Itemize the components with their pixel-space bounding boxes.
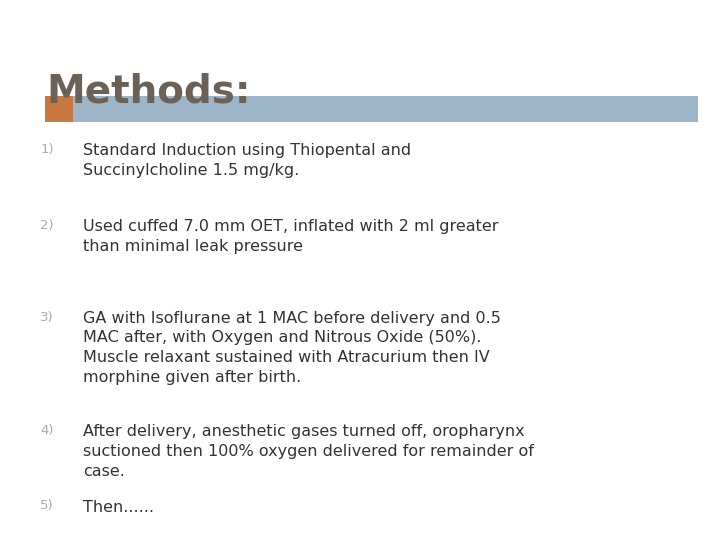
Text: After delivery, anesthetic gases turned off, oropharynx
suctioned then 100% oxyg: After delivery, anesthetic gases turned … xyxy=(83,424,534,478)
Text: 2): 2) xyxy=(40,219,54,232)
Text: Then......: Then...... xyxy=(83,500,154,515)
Text: 4): 4) xyxy=(40,424,54,437)
Text: Used cuffed 7.0 mm OET, inflated with 2 ml greater
than minimal leak pressure: Used cuffed 7.0 mm OET, inflated with 2 … xyxy=(83,219,498,253)
Text: GA with Isoflurane at 1 MAC before delivery and 0.5
MAC after, with Oxygen and N: GA with Isoflurane at 1 MAC before deliv… xyxy=(83,310,500,385)
Text: Methods:: Methods: xyxy=(47,73,251,111)
Text: 1): 1) xyxy=(40,143,54,156)
Bar xyxy=(45,96,73,122)
Text: 3): 3) xyxy=(40,310,54,323)
Bar xyxy=(73,96,698,122)
Text: 5): 5) xyxy=(40,500,54,512)
Text: Standard Induction using Thiopental and
Succinylcholine 1.5 mg/kg.: Standard Induction using Thiopental and … xyxy=(83,143,411,178)
